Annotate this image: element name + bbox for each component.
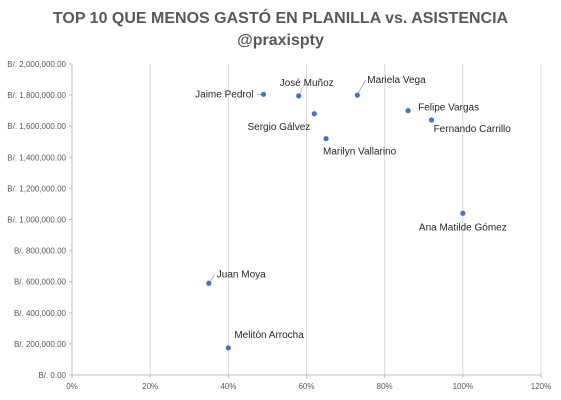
data-point <box>296 93 302 99</box>
data-point <box>354 92 360 98</box>
data-point <box>206 280 212 286</box>
y-tick-label: B/. 1,000,000.00 <box>7 216 66 225</box>
x-tick-label: 120% <box>531 382 551 391</box>
y-tick-label: B/. 600,000.00 <box>14 278 67 287</box>
axes: B/. 0.00 B/. 200,000.00 B/. 400,000.00 B/. … <box>7 60 551 391</box>
point-label: Ana Matilde Gómez <box>419 222 507 233</box>
point-label: Marilyn Vallarino <box>323 147 397 158</box>
data-point <box>225 345 231 351</box>
y-tick-label: B/. 1,400,000.00 <box>7 153 66 162</box>
chart-title: TOP 10 QUE MENOS GASTÓ EN PLANILLA vs. A… <box>52 10 509 27</box>
data-points <box>206 91 466 351</box>
leader-lines <box>208 79 366 284</box>
y-tick-label: B/. 0.00 <box>38 371 66 380</box>
data-point <box>260 91 267 97</box>
x-tick-label: 20% <box>142 382 158 391</box>
point-label: José Muñoz <box>280 78 334 89</box>
grid-lines <box>149 64 542 375</box>
point-labels: Jaime Pedrol José Muñoz Mariela Vega Sergio… <box>195 75 511 341</box>
x-tick-label: 60% <box>298 382 314 391</box>
y-tick-label: B/. 400,000.00 <box>14 309 67 318</box>
chart-subtitle: @praxispty <box>237 32 324 49</box>
point-label: Sergio Gálvez <box>248 122 311 133</box>
y-tick-label: B/. 800,000.00 <box>14 247 67 256</box>
point-label: Felipe Vargas <box>418 103 479 114</box>
point-label: Juan Moya <box>217 269 266 280</box>
y-tick-label: B/. 1,800,000.00 <box>7 91 66 100</box>
data-point <box>428 117 435 123</box>
leader-line <box>356 79 366 96</box>
point-label: Melitón Arrocha <box>234 330 304 341</box>
data-point <box>311 111 317 117</box>
y-tick-label: B/. 2,000,000.00 <box>7 60 66 69</box>
y-tick-label: B/. 1,600,000.00 <box>7 122 66 131</box>
x-tick-label: 100% <box>453 382 473 391</box>
point-label: Jaime Pedrol <box>195 89 253 100</box>
x-tick-label: 0% <box>66 382 78 391</box>
data-point <box>405 108 411 114</box>
point-label: Fernando Carrillo <box>434 124 512 135</box>
x-tick-label: 80% <box>377 382 393 391</box>
y-tick-label: B/. 1,200,000.00 <box>7 184 66 193</box>
data-point <box>460 210 466 216</box>
y-tick-label: B/. 200,000.00 <box>14 340 67 349</box>
data-point <box>323 136 329 142</box>
point-label: Mariela Vega <box>367 75 426 86</box>
x-tick-label: 40% <box>220 382 236 391</box>
